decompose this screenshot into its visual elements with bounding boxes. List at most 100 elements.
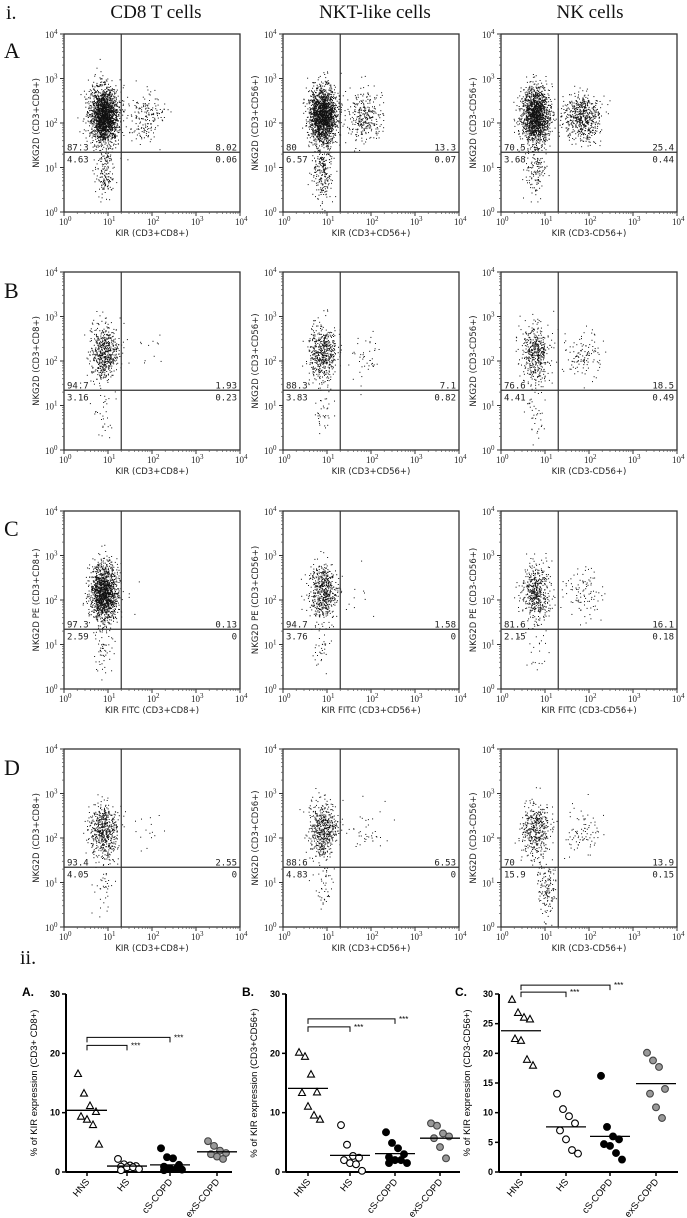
row-letter-c: C: [4, 516, 19, 541]
quadrant-ur: 13.3: [434, 143, 456, 153]
quadrant-lr: 0.06: [215, 155, 237, 165]
quadrant-lr: 0.82: [434, 393, 456, 403]
quadrant-ul: 70.5: [504, 143, 526, 153]
quadrant-ul: 87.3: [67, 143, 89, 153]
category-label: cS-COPD: [580, 1177, 615, 1216]
column-title-nk: NK cells: [556, 2, 624, 23]
quadrant-ur: 0.13: [215, 620, 237, 630]
category-label: HNS: [505, 1177, 526, 1199]
quadrant-ll: 2.59: [67, 632, 89, 642]
quadrant-ll: 3.68: [504, 155, 526, 165]
quadrant-ur: 6.53: [434, 858, 456, 868]
y-axis-label: NKG2D (CD3+CD8+): [32, 78, 42, 168]
quadrant-ll: 15.9: [504, 870, 526, 880]
quadrant-ur: 8.02: [215, 143, 237, 153]
y-axis-label: % of KIR expression (CD3-CD56+): [462, 1009, 473, 1156]
x-axis-label: KIR (CD3+CD56+): [332, 944, 411, 954]
quadrant-ul: 88.6: [286, 858, 308, 868]
x-axis-label: KIR (CD3-CD56+): [552, 229, 627, 239]
quadrant-ul: 70: [504, 858, 515, 868]
quadrant-ul: 76.6: [504, 381, 526, 391]
quadrant-lr: 0: [232, 632, 237, 642]
y-axis-label: NKG2D (CD3-CD56+): [469, 77, 479, 168]
quadrant-ll: 4.41: [504, 393, 526, 403]
x-axis-label: KIR FITC (CD3+CD8+): [105, 706, 199, 716]
column-title-nkt: NKT-like cells: [319, 2, 431, 23]
quadrant-ur: 2.55: [215, 858, 237, 868]
y-axis-label: NKG2D (CD3-CD56+): [469, 792, 479, 883]
category-label: exS-COPD: [184, 1177, 223, 1218]
category-label: HNS: [292, 1177, 313, 1199]
category-label: HS: [554, 1177, 571, 1194]
x-axis-label: KIR FITC (CD3+CD56+): [321, 706, 420, 716]
row-letter-b: B: [4, 278, 19, 303]
x-axis-label: KIR (CD3+CD8+): [115, 467, 188, 477]
quadrant-ur: 13.9: [652, 858, 674, 868]
row-letter-d: D: [4, 755, 20, 780]
panel-label: C.: [455, 985, 467, 999]
category-label: exS-COPD: [407, 1177, 446, 1218]
quadrant-lr: 0.49: [652, 393, 674, 403]
quadrant-ll: 3.83: [286, 393, 308, 403]
quadrant-lr: 0: [232, 870, 237, 880]
y-axis-label: NKG2D PE (CD3+CD8+): [32, 548, 42, 651]
quadrant-ur: 16.1: [652, 620, 674, 630]
column-title-cd8: CD8 T cells: [110, 2, 202, 23]
y-axis-label: NKG2D (CD3+CD8+): [32, 316, 42, 406]
quadrant-ur: 18.5: [652, 381, 674, 391]
quadrant-ll: 2.15: [504, 632, 526, 642]
y-axis-label: NKG2D (CD3+CD56+): [251, 313, 261, 408]
category-label: HNS: [71, 1177, 92, 1199]
category-label: HS: [115, 1177, 132, 1194]
category-label: cS-COPD: [140, 1177, 175, 1216]
x-axis-label: KIR (CD3-CD56+): [552, 944, 627, 954]
category-label: cS-COPD: [365, 1177, 400, 1216]
quadrant-ll: 6.57: [286, 155, 308, 165]
panel-label: B.: [242, 985, 254, 999]
y-axis-label: NKG2D (CD3+CD56+): [251, 790, 261, 885]
quadrant-ur: 1.58: [434, 620, 456, 630]
quadrant-lr: 0.23: [215, 393, 237, 403]
quadrant-ul: 97.3: [67, 620, 89, 630]
quadrant-lr: 0.18: [652, 632, 674, 642]
quadrant-ur: 25.4: [652, 143, 674, 153]
category-label: HS: [338, 1177, 355, 1194]
quadrant-ll: 4.05: [67, 870, 89, 880]
category-label: exS-COPD: [623, 1177, 662, 1218]
quadrant-ul: 93.4: [67, 858, 89, 868]
x-axis-label: KIR (CD3-CD56+): [552, 467, 627, 477]
section-ii-label: ii.: [20, 947, 37, 969]
quadrant-ul: 94.7: [286, 620, 308, 630]
y-axis-label: NKG2D (CD3+CD8+): [32, 793, 42, 883]
quadrant-ul: 88.3: [286, 381, 308, 391]
x-axis-label: KIR (CD3+CD56+): [332, 229, 411, 239]
y-axis-label: NKG2D (CD3+CD56+): [251, 75, 261, 170]
quadrant-lr: 0.44: [652, 155, 674, 165]
y-axis-label: NKG2D (CD3-CD56+): [469, 315, 479, 406]
quadrant-ur: 1.93: [215, 381, 237, 391]
quadrant-lr: 0: [451, 870, 456, 880]
x-axis-label: KIR (CD3+CD8+): [115, 229, 188, 239]
quadrant-ur: 7.1: [440, 381, 456, 391]
panel-label: A.: [22, 985, 34, 999]
quadrant-lr: 0.15: [652, 870, 674, 880]
quadrant-lr: 0.07: [434, 155, 456, 165]
y-axis-label: % of KIR expression (CD3+CD56+): [249, 1008, 260, 1157]
quadrant-ll: 3.16: [67, 393, 89, 403]
quadrant-lr: 0: [451, 632, 456, 642]
quadrant-ul: 81.6: [504, 620, 526, 630]
row-letter-a: A: [4, 38, 20, 63]
y-axis-label: NKG2D PE (CD3+CD56+): [251, 546, 261, 654]
quadrant-ll: 4.83: [286, 870, 308, 880]
